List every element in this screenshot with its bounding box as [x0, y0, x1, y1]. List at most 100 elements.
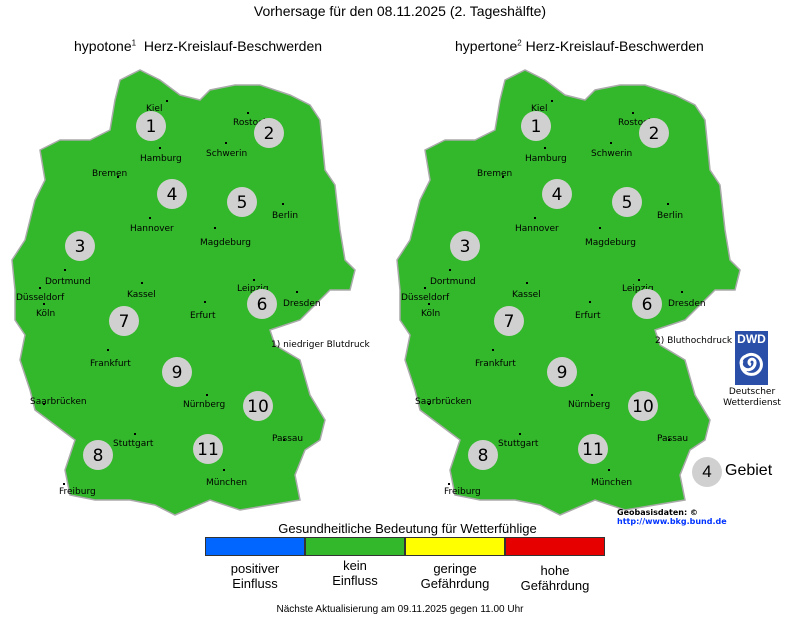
region-number: 5 [622, 193, 633, 213]
region-number: 10 [632, 397, 654, 417]
region-circle [494, 306, 524, 336]
city-label: Rostock [618, 118, 654, 128]
city-label: Freiburg [444, 487, 481, 497]
city-dot [502, 176, 504, 178]
legend-swatch-none [305, 537, 405, 556]
city-label: Berlin [272, 211, 298, 221]
city-label: Dresden [668, 299, 706, 309]
city-label: Düsseldorf [401, 293, 450, 303]
region-number: 1 [531, 117, 542, 137]
region-number: 9 [557, 363, 568, 383]
city-label: Passau [272, 434, 303, 444]
city-dot [39, 287, 41, 289]
city-dot [43, 303, 45, 305]
city-label: Kassel [512, 290, 541, 300]
region-circle [254, 118, 284, 148]
source-credit: Geobasisdaten: © http://www.bkg.bund.de [617, 508, 727, 526]
city-dot [667, 203, 669, 205]
city-dot [166, 100, 168, 102]
region-circle [632, 289, 662, 319]
region-circle [547, 357, 577, 387]
city-dot [428, 303, 430, 305]
region-number: 10 [247, 397, 269, 417]
region-number: 3 [460, 237, 471, 257]
city-label: Stuttgart [498, 439, 539, 449]
city-label: Dortmund [45, 277, 91, 287]
region-number: 8 [93, 446, 104, 466]
city-label: Frankfurt [475, 359, 516, 369]
city-dot [282, 203, 284, 205]
city-label: Berlin [657, 211, 683, 221]
city-dot [214, 227, 216, 229]
region-circle [157, 179, 187, 209]
city-dot [544, 147, 546, 149]
city-label: Köln [421, 309, 440, 319]
city-label: Erfurt [190, 311, 216, 321]
city-dot [296, 291, 298, 293]
city-label: Köln [36, 309, 55, 319]
region-circle [578, 434, 608, 464]
region-number: 9 [172, 363, 183, 383]
region-circle [109, 306, 139, 336]
city-label: Magdeburg [585, 238, 636, 248]
area-legend-label: Gebiet [725, 462, 773, 479]
city-dot [681, 291, 683, 293]
legend-title: Gesundheitliche Bedeutung für Wetterfühl… [278, 521, 537, 536]
area-legend-circle: 4 [692, 457, 722, 487]
city-dot [117, 176, 119, 178]
note-hypotone: 1) niedriger Blutdruck [271, 340, 370, 350]
region-number: 4 [552, 185, 563, 205]
legend-label-high: hohe Gefährdung [520, 563, 590, 593]
region-circle [468, 440, 498, 470]
city-dot [247, 112, 249, 114]
city-dot [253, 279, 255, 281]
region-circle [193, 434, 223, 464]
city-label: Dresden [283, 299, 321, 309]
legend-swatch-low [405, 537, 505, 556]
city-dot [599, 227, 601, 229]
city-dot [428, 403, 430, 405]
city-dot [141, 282, 143, 284]
city-dot [149, 217, 151, 219]
city-dot [608, 469, 610, 471]
region-circle [65, 231, 95, 261]
city-label: Leipzig [622, 284, 654, 294]
dwd-name: Deutscher Wetterdienst [723, 387, 781, 408]
region-circle [612, 187, 642, 217]
city-dot [225, 142, 227, 144]
city-label: Nürnberg [568, 400, 610, 410]
map-title-hypotone: hypotone1 Herz-Kreislauf-Beschwerden [74, 38, 323, 54]
region-number: 5 [237, 193, 248, 213]
city-label: Nürnberg [183, 400, 225, 410]
city-label: München [591, 478, 632, 488]
source-link[interactable]: http://www.bkg.bund.de [617, 517, 727, 526]
region-number: 11 [197, 440, 219, 460]
city-dot [223, 469, 225, 471]
city-label: München [206, 478, 247, 488]
city-dot [206, 394, 208, 396]
city-label: Dortmund [430, 277, 476, 287]
city-label: Hamburg [140, 154, 182, 164]
next-update: Nächste Aktualisierung am 09.11.2025 geg… [276, 604, 524, 615]
region-circle [243, 391, 273, 421]
region-number: 2 [264, 124, 275, 144]
region-circle [227, 187, 257, 217]
dwd-spiral-icon [739, 352, 763, 376]
city-label: Hannover [515, 224, 559, 234]
city-dot [519, 433, 521, 435]
region-circle [450, 231, 480, 261]
city-dot [668, 439, 670, 441]
city-label: Erfurt [575, 311, 601, 321]
city-dot [64, 269, 66, 271]
region-number: 3 [75, 237, 86, 257]
region-circle [83, 440, 113, 470]
city-dot [159, 147, 161, 149]
germany-maps: Kiel Rostock Hamburg Schwerin Bremen Hannover… [11, 69, 741, 516]
legend-swatch-positive [205, 537, 305, 556]
city-dot [526, 282, 528, 284]
city-label: Schwerin [206, 149, 247, 159]
city-dot [591, 394, 593, 396]
city-label: Hamburg [525, 154, 567, 164]
city-dot [424, 287, 426, 289]
city-label: Kassel [127, 290, 156, 300]
